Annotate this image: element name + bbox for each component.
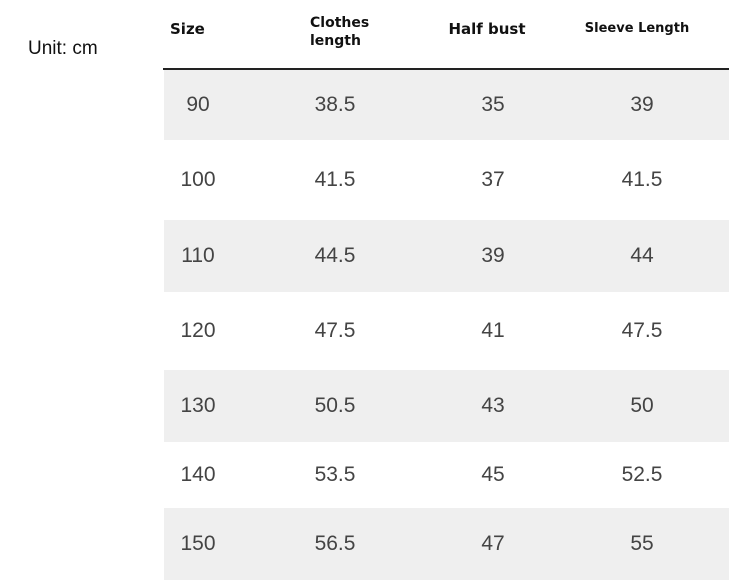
- table-cell: 55: [630, 532, 654, 555]
- table-cell: 56.5: [314, 532, 356, 555]
- table-cell: 35: [481, 93, 505, 116]
- table-cell: 38.5: [314, 93, 356, 116]
- table-cell: 44: [630, 244, 654, 267]
- table-row: 140 53.5 45 52.5: [164, 442, 729, 508]
- table-cell: 47.5: [621, 319, 663, 342]
- table-cell: 50.5: [314, 394, 356, 417]
- table-cell: 110: [181, 244, 215, 267]
- table-cell: 100: [180, 168, 216, 191]
- table-cell: 47.5: [314, 319, 356, 342]
- table-cell: 90: [186, 93, 210, 116]
- header-cell: Clothes length: [310, 15, 370, 49]
- table-row: 110 44.5 39 44: [164, 220, 729, 292]
- table-cell: 150: [180, 532, 216, 555]
- table-cell: 44.5: [314, 244, 356, 267]
- table-cell: 39: [630, 93, 654, 116]
- header-cell: Half bust: [448, 20, 526, 38]
- table-cell: 47: [481, 532, 505, 555]
- table-cell: 45: [481, 463, 505, 486]
- table-cell: 120: [180, 319, 216, 342]
- table-cell: 41.5: [621, 168, 663, 191]
- header-cell: Sleeve Length: [584, 21, 690, 36]
- table-row: 90 38.5 35 39: [164, 70, 729, 140]
- table-cell: 39: [481, 244, 505, 267]
- table-cell: 53.5: [314, 463, 356, 486]
- header-cell: Size: [170, 20, 205, 38]
- table-cell: 140: [180, 463, 216, 486]
- table-cell: 41.5: [314, 168, 356, 191]
- table-row: 130 50.5 43 50: [164, 370, 729, 442]
- table-cell: 41: [481, 319, 505, 342]
- table-cell: 50: [630, 394, 654, 417]
- table-cell: 130: [180, 394, 216, 417]
- table-cell: 37: [481, 168, 505, 191]
- table-cell: 43: [481, 394, 505, 417]
- table-row: 120 47.5 41 47.5: [164, 292, 729, 370]
- table-row: 150 56.5 47 55: [164, 508, 729, 580]
- table-row: 100 41.5 37 41.5: [164, 140, 729, 220]
- table-cell: 52.5: [621, 463, 663, 486]
- header-rule: [163, 68, 729, 70]
- unit-label: Unit: cm: [28, 38, 98, 59]
